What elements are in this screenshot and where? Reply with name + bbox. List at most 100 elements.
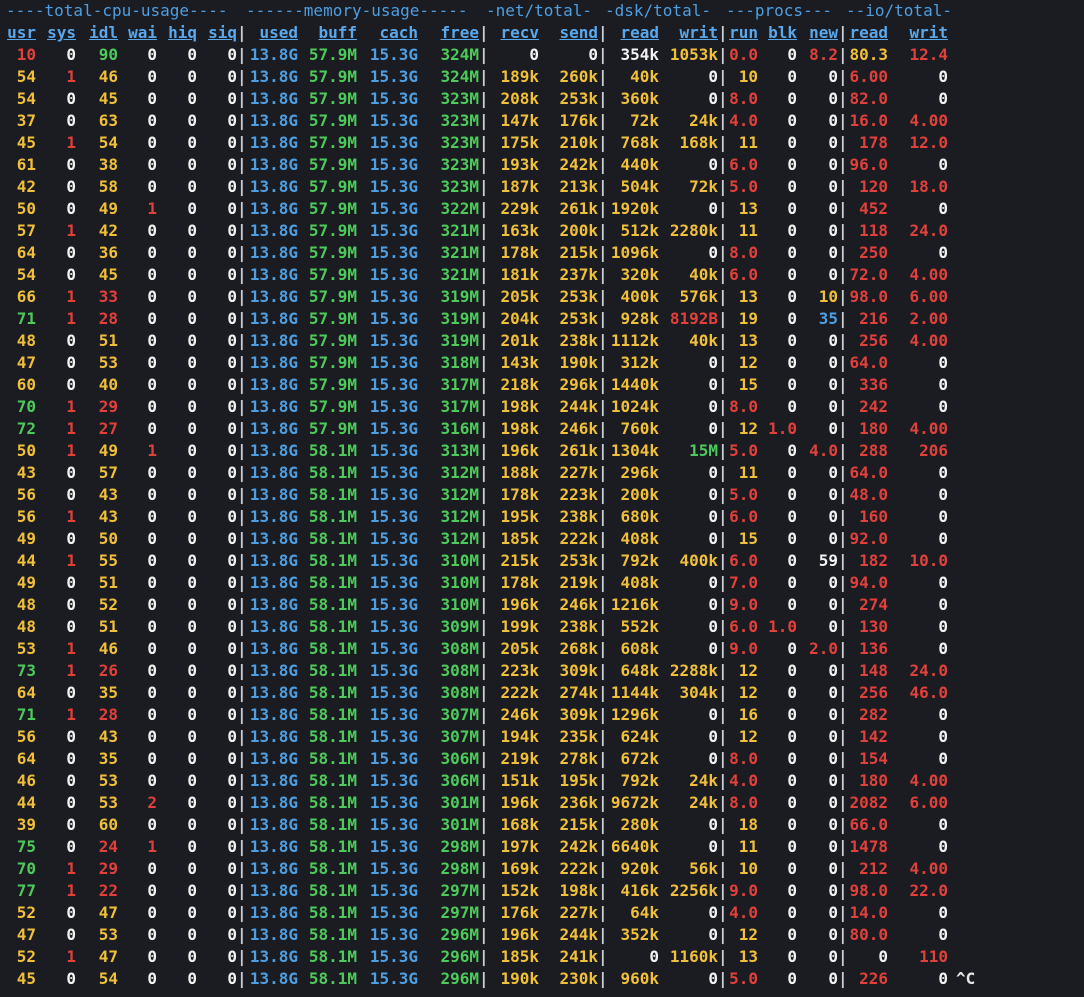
stat-cell: 0 xyxy=(828,111,838,130)
column-separator: | xyxy=(237,903,247,922)
stat-cell: 142 xyxy=(859,727,888,746)
column-separator: | xyxy=(237,771,247,790)
stat-cell: 13.8G xyxy=(249,551,298,570)
stat-cell: 120 xyxy=(859,177,888,196)
group-header: ---procs--- xyxy=(726,1,832,20)
column-separator: | xyxy=(598,199,608,218)
stat-cell: 48 xyxy=(16,595,36,614)
stat-cell: 12 xyxy=(738,419,758,438)
stat-cell: 0 xyxy=(147,331,157,350)
stat-cell: 11 xyxy=(738,133,758,152)
stat-cell: 336 xyxy=(859,375,888,394)
stat-cell: 1 xyxy=(66,309,76,328)
stat-cell: 58.1M xyxy=(308,683,357,702)
stat-cell: 57 xyxy=(98,463,118,482)
column-separator: | xyxy=(718,419,728,438)
column-separator: | xyxy=(598,661,608,680)
column-separator: | xyxy=(838,507,848,526)
column-separator: | xyxy=(479,793,489,812)
column-separator: | xyxy=(838,969,848,988)
stat-cell: 147k xyxy=(500,111,539,130)
stat-cell: 0 xyxy=(227,705,237,724)
stat-cell: 195k xyxy=(559,771,598,790)
column-separator: | xyxy=(838,595,848,614)
stat-cell: 0 xyxy=(938,353,948,372)
stat-cell: 13 xyxy=(738,199,758,218)
stat-cell: 15.3G xyxy=(369,133,418,152)
column-separator: | xyxy=(237,45,247,64)
stat-cell: 324M xyxy=(440,67,479,86)
stat-cell: 70 xyxy=(16,859,36,878)
column-separator: | xyxy=(598,89,608,108)
stat-cell: 58.1M xyxy=(308,595,357,614)
column-separator: | xyxy=(838,397,848,416)
stat-cell: 0 xyxy=(147,749,157,768)
stat-cell: 176k xyxy=(559,111,598,130)
stat-cell: 24.0 xyxy=(909,221,948,240)
stat-cell: 0 xyxy=(147,45,157,64)
column-separator: | xyxy=(718,177,728,196)
stat-cell: 210k xyxy=(559,133,598,152)
stat-cell: 10 xyxy=(16,45,36,64)
stat-cell: 0 xyxy=(227,859,237,878)
stat-cell: 12.4 xyxy=(909,45,948,64)
stat-cell: 1 xyxy=(66,221,76,240)
column-separator: | xyxy=(718,221,728,240)
stat-cell: 49 xyxy=(98,199,118,218)
stat-cell: 0 xyxy=(66,265,76,284)
column-separator: | xyxy=(598,309,608,328)
column-header: writ xyxy=(679,23,718,42)
stat-cell: 6.0 xyxy=(729,617,758,636)
stat-cell: 222k xyxy=(559,859,598,878)
stat-cell: 0 xyxy=(147,573,157,592)
stat-cell: 80.0 xyxy=(849,925,888,944)
stat-cell: 0 xyxy=(828,199,838,218)
stat-cell: 0 xyxy=(227,419,237,438)
stat-cell: 10 xyxy=(738,67,758,86)
stat-cell: 72.0 xyxy=(849,265,888,284)
column-separator: | xyxy=(838,309,848,328)
stat-cell: 307M xyxy=(440,727,479,746)
stat-cell: 14.0 xyxy=(849,903,888,922)
stat-cell: 2256k xyxy=(669,881,718,900)
stat-cell: 8.0 xyxy=(729,243,758,262)
stat-cell: 319M xyxy=(440,287,479,306)
stat-cell: 0 xyxy=(187,155,197,174)
stat-cell: 204k xyxy=(500,309,539,328)
stat-cell: 0 xyxy=(828,243,838,262)
stat-cell: 196k xyxy=(500,595,539,614)
column-separator: | xyxy=(479,903,489,922)
stat-cell: 1112k xyxy=(610,331,659,350)
stat-cell: 175k xyxy=(500,133,539,152)
stat-cell: 0 xyxy=(147,419,157,438)
stat-cell: 312M xyxy=(440,507,479,526)
stat-cell: 0 xyxy=(787,859,797,878)
column-separator: | xyxy=(598,529,608,548)
column-separator: | xyxy=(479,353,489,372)
stat-cell: 0 xyxy=(787,177,797,196)
stat-cell: 238k xyxy=(559,507,598,526)
column-separator: | xyxy=(838,331,848,350)
stat-cell: 16 xyxy=(738,705,758,724)
column-separator: | xyxy=(838,199,848,218)
stat-cell: 12 xyxy=(738,925,758,944)
stat-cell: 0 xyxy=(938,243,948,262)
stat-cell: 256 xyxy=(859,683,888,702)
stat-cell: 110 xyxy=(919,947,948,966)
column-separator: | xyxy=(838,23,848,42)
stat-cell: 45 xyxy=(98,89,118,108)
column-separator: | xyxy=(718,969,728,988)
stat-cell: 13.8G xyxy=(249,45,298,64)
stat-cell: 15.3G xyxy=(369,925,418,944)
stat-cell: 0 xyxy=(787,947,797,966)
column-separator: | xyxy=(237,925,247,944)
column-separator: | xyxy=(598,903,608,922)
stat-cell: 48.0 xyxy=(849,485,888,504)
column-separator: | xyxy=(598,23,608,42)
stat-cell: 308M xyxy=(440,661,479,680)
stat-cell: 0 xyxy=(66,903,76,922)
stat-cell: 2.00 xyxy=(909,309,948,328)
stat-cell: 15.3G xyxy=(369,397,418,416)
stat-cell: 57.9M xyxy=(308,67,357,86)
